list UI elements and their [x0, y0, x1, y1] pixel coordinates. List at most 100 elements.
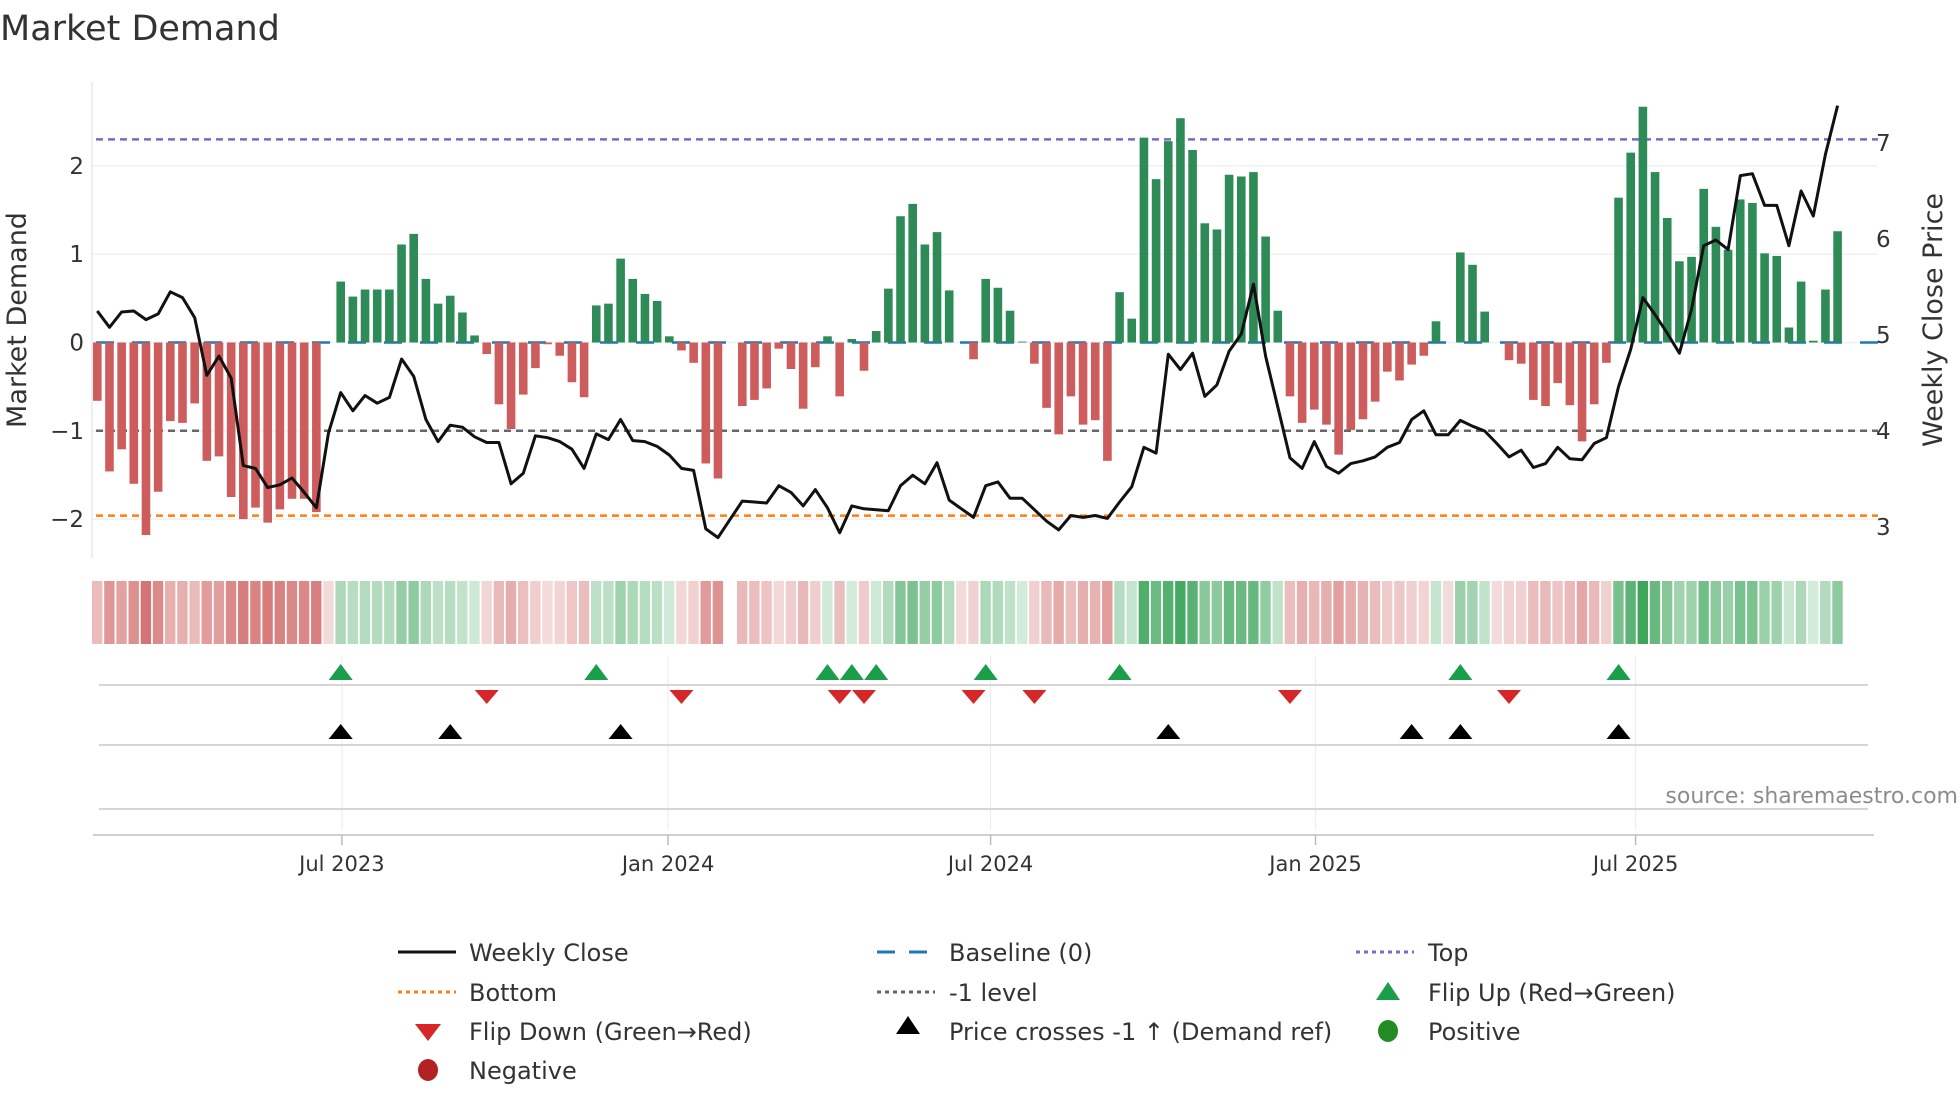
negative-bar [762, 342, 771, 389]
flip-up-marker [584, 664, 609, 680]
source-label: source: sharemaestro.com [1665, 784, 1958, 809]
strip-cell [1601, 581, 1612, 644]
strip-cell [1114, 581, 1125, 644]
legend-item-price-cross: Price crosses -1 ↑ (Demand ref) [896, 1016, 1332, 1046]
positive-bar [823, 336, 832, 343]
positive-bar [1127, 318, 1137, 343]
positive-bar [1735, 199, 1745, 343]
strip-cell [980, 581, 991, 644]
positive-bar [1431, 321, 1441, 343]
negative-bar [555, 342, 565, 356]
negative-bar [214, 342, 224, 457]
positive-bar [664, 336, 674, 343]
positive-bar [1772, 255, 1782, 343]
negative-bar [93, 342, 102, 401]
positive-bar [981, 278, 991, 343]
positive-bar [470, 335, 479, 343]
triangle-down-icon [415, 1024, 441, 1041]
strip-cell [311, 581, 322, 644]
positive-bar [458, 312, 467, 343]
flip-down-marker [827, 690, 852, 704]
strip-cell [1674, 581, 1685, 644]
strip-cell [359, 581, 371, 644]
negative-bar [494, 342, 504, 405]
positive-bar [372, 289, 382, 343]
strip-cell [298, 581, 310, 644]
negative-bar [1358, 342, 1368, 420]
strip-cell [444, 581, 456, 644]
negative-bar [518, 342, 528, 395]
x-tick-labels: Jul 2023 Jan 2024 Jul 2024 Jan 2025 Jul 2025 [297, 852, 1678, 876]
positive-bar [1176, 118, 1185, 343]
negative-bar [1504, 342, 1514, 361]
positive-bar [1005, 310, 1015, 343]
circle-icon [418, 1059, 438, 1081]
y-tick-label: −1 [50, 419, 84, 445]
positive-bar [385, 289, 394, 343]
strip-cell [919, 581, 930, 644]
negative-bar [1346, 342, 1356, 430]
negative-bar [1322, 342, 1331, 425]
triangle-up-icon [896, 1016, 920, 1034]
legend-label: Bottom [469, 979, 557, 1007]
negative-bar [312, 342, 321, 513]
x-tick-label: Jul 2025 [1591, 852, 1678, 876]
positive-bar [336, 281, 345, 343]
strip-cell [1528, 581, 1539, 644]
strip-cell [785, 581, 797, 644]
negative-bar [786, 342, 796, 369]
negative-bar [750, 342, 759, 400]
negative-bar [117, 342, 126, 450]
strip-cell [1162, 581, 1174, 644]
strip-cell [140, 581, 152, 644]
y-tick-labels: −2 −1 0 1 2 [50, 154, 84, 533]
legend-label: Top [1427, 939, 1469, 967]
strip-cell [688, 581, 699, 644]
strip-cell [1588, 581, 1600, 644]
strip-cell [1455, 581, 1466, 644]
strip-cell [1199, 581, 1210, 644]
price-cross-marker [1606, 724, 1631, 739]
strip-cell [1041, 581, 1052, 644]
strip-cell [1795, 581, 1807, 644]
y-axis-label: Market Demand [2, 212, 33, 428]
legend-label: Baseline (0) [949, 939, 1092, 967]
negative-bar [677, 342, 686, 351]
y2-tick-label: 3 [1876, 515, 1891, 541]
flip-down-marker [474, 690, 499, 704]
price-cross-marker [1399, 724, 1424, 739]
positive-bar [1808, 340, 1818, 343]
price-cross-marker [1156, 724, 1181, 739]
strip-cell [1747, 581, 1758, 644]
strip-cell [1649, 581, 1661, 644]
strip-cell [1260, 581, 1271, 644]
strip-cell [481, 581, 492, 644]
positive-bar [1760, 253, 1769, 343]
strip-cell [1321, 581, 1332, 644]
strip-cell [1564, 581, 1575, 644]
negative-bar [1103, 342, 1112, 461]
negative-bar [798, 342, 808, 409]
strip-cell [1442, 581, 1454, 644]
positive-bar [932, 232, 942, 343]
flip-up-marker [1606, 664, 1631, 680]
strip-cell [1296, 581, 1308, 644]
legend-label: Flip Down (Green→Red) [469, 1018, 752, 1046]
strip-cell [530, 581, 541, 644]
strip-cell [384, 581, 395, 644]
y2-tick-labels: 3 4 5 6 7 [1876, 131, 1891, 541]
flip-up-marker [864, 664, 889, 680]
negative-bar [1602, 342, 1611, 363]
legend-label: -1 level [949, 979, 1038, 1007]
negative-bar [1030, 342, 1039, 364]
legend-item-baseline: Baseline (0) [877, 939, 1092, 967]
y2-tick-label: 4 [1876, 419, 1891, 445]
circle-icon [1378, 1020, 1398, 1042]
y2-tick-label: 6 [1876, 227, 1891, 253]
strip-cell [1126, 581, 1137, 644]
strip-cell [1150, 581, 1162, 644]
negative-bar [275, 342, 285, 510]
strip-cell [408, 581, 419, 644]
negative-bar [202, 342, 212, 461]
strip-cell [1783, 581, 1795, 644]
